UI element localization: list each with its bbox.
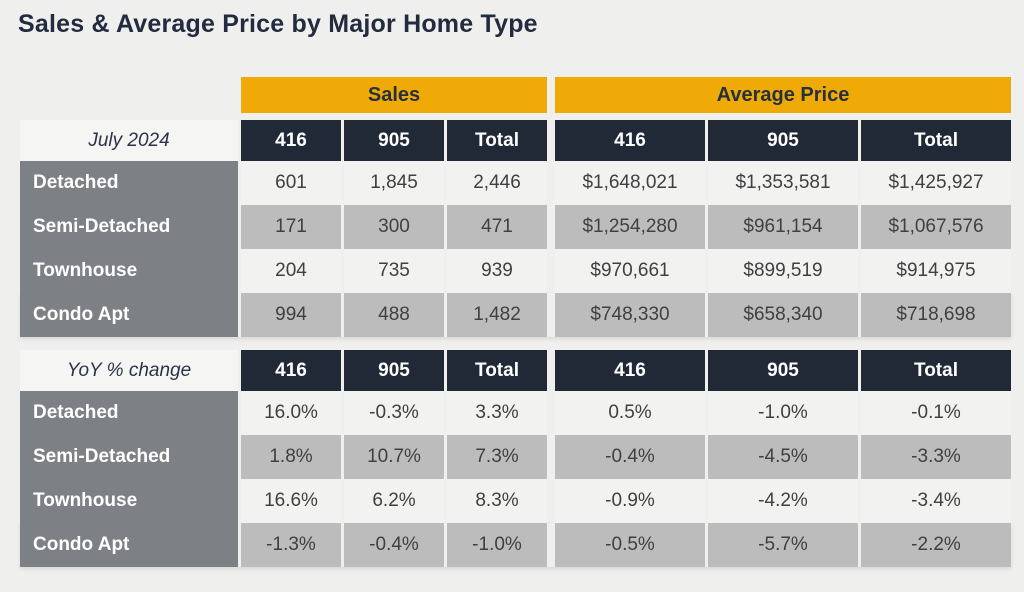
- table-row-semi-detached-yoy: Semi-Detached 1.8% 10.7% 7.3% -0.4% -4.5…: [20, 435, 1011, 479]
- cell: 735: [344, 249, 444, 293]
- cell: $899,519: [708, 249, 858, 293]
- cell: $1,648,021: [555, 161, 705, 205]
- cell: 1,845: [344, 161, 444, 205]
- col-header-sales-total: Total: [447, 350, 547, 391]
- cell: 204: [241, 249, 341, 293]
- section-gap: [20, 337, 1011, 350]
- row-label: Detached: [20, 391, 238, 435]
- row-label: Townhouse: [20, 479, 238, 523]
- cell: 10.7%: [344, 435, 444, 479]
- cell: -0.1%: [861, 391, 1011, 435]
- cell: 0.5%: [555, 391, 705, 435]
- cell: 2,446: [447, 161, 547, 205]
- section1-label: July 2024: [20, 120, 238, 161]
- cell: $961,154: [708, 205, 858, 249]
- cell: -0.3%: [344, 391, 444, 435]
- cell: 471: [447, 205, 547, 249]
- section2-header-row: YoY % change 416 905 Total 416 905 Total: [20, 350, 1011, 391]
- cell: $970,661: [555, 249, 705, 293]
- table-row-detached: Detached 601 1,845 2,446 $1,648,021 $1,3…: [20, 161, 1011, 205]
- cell: 171: [241, 205, 341, 249]
- cell: -2.2%: [861, 523, 1011, 567]
- cell: 939: [447, 249, 547, 293]
- band-spacer: [20, 77, 238, 113]
- cell: 994: [241, 293, 341, 337]
- home-type-table: Sales Average Price July 2024 416 905 To…: [20, 77, 1011, 567]
- col-header-price-total: Total: [861, 120, 1011, 161]
- col-header-sales-416: 416: [241, 350, 341, 391]
- cell: -1.0%: [708, 391, 858, 435]
- cell: 300: [344, 205, 444, 249]
- cell: 8.3%: [447, 479, 547, 523]
- cell: 7.3%: [447, 435, 547, 479]
- table-row-condo-apt: Condo Apt 994 488 1,482 $748,330 $658,34…: [20, 293, 1011, 337]
- row-label: Semi-Detached: [20, 435, 238, 479]
- cell: -4.2%: [708, 479, 858, 523]
- cell: $748,330: [555, 293, 705, 337]
- cell: $914,975: [861, 249, 1011, 293]
- cell: 3.3%: [447, 391, 547, 435]
- row-label: Condo Apt: [20, 523, 238, 567]
- column-group-band-row: Sales Average Price: [20, 77, 1011, 113]
- cell: -3.4%: [861, 479, 1011, 523]
- group-header-average-price: Average Price: [555, 77, 1011, 113]
- cell: -1.0%: [447, 523, 547, 567]
- cell: -0.4%: [344, 523, 444, 567]
- cell: $1,425,927: [861, 161, 1011, 205]
- table-row-condo-apt-yoy: Condo Apt -1.3% -0.4% -1.0% -0.5% -5.7% …: [20, 523, 1011, 567]
- section2-label: YoY % change: [20, 350, 238, 391]
- cell: $1,067,576: [861, 205, 1011, 249]
- table-row-semi-detached: Semi-Detached 171 300 471 $1,254,280 $96…: [20, 205, 1011, 249]
- col-header-sales-total: Total: [447, 120, 547, 161]
- table-row-detached-yoy: Detached 16.0% -0.3% 3.3% 0.5% -1.0% -0.…: [20, 391, 1011, 435]
- table-row-townhouse-yoy: Townhouse 16.6% 6.2% 8.3% -0.9% -4.2% -3…: [20, 479, 1011, 523]
- table-row-townhouse: Townhouse 204 735 939 $970,661 $899,519 …: [20, 249, 1011, 293]
- cell: -1.3%: [241, 523, 341, 567]
- cell: -0.9%: [555, 479, 705, 523]
- col-header-price-416: 416: [555, 120, 705, 161]
- col-header-price-905: 905: [708, 120, 858, 161]
- cell: 16.6%: [241, 479, 341, 523]
- cell: 488: [344, 293, 444, 337]
- col-header-sales-905: 905: [344, 120, 444, 161]
- row-label: Condo Apt: [20, 293, 238, 337]
- row-label: Detached: [20, 161, 238, 205]
- cell: 1.8%: [241, 435, 341, 479]
- cell: 6.2%: [344, 479, 444, 523]
- col-header-price-total: Total: [861, 350, 1011, 391]
- cell: $1,254,280: [555, 205, 705, 249]
- page-title: Sales & Average Price by Major Home Type: [18, 10, 538, 38]
- cell: 1,482: [447, 293, 547, 337]
- col-header-price-416: 416: [555, 350, 705, 391]
- cell: -0.5%: [555, 523, 705, 567]
- row-label: Semi-Detached: [20, 205, 238, 249]
- col-header-sales-416: 416: [241, 120, 341, 161]
- cell: -0.4%: [555, 435, 705, 479]
- cell: -4.5%: [708, 435, 858, 479]
- col-header-price-905: 905: [708, 350, 858, 391]
- cell: 16.0%: [241, 391, 341, 435]
- section1-header-row: July 2024 416 905 Total 416 905 Total: [20, 120, 1011, 161]
- col-header-sales-905: 905: [344, 350, 444, 391]
- row-label: Townhouse: [20, 249, 238, 293]
- cell: -5.7%: [708, 523, 858, 567]
- cell: -3.3%: [861, 435, 1011, 479]
- cell: 601: [241, 161, 341, 205]
- cell: $718,698: [861, 293, 1011, 337]
- cell: $1,353,581: [708, 161, 858, 205]
- group-header-sales: Sales: [241, 77, 547, 113]
- cell: $658,340: [708, 293, 858, 337]
